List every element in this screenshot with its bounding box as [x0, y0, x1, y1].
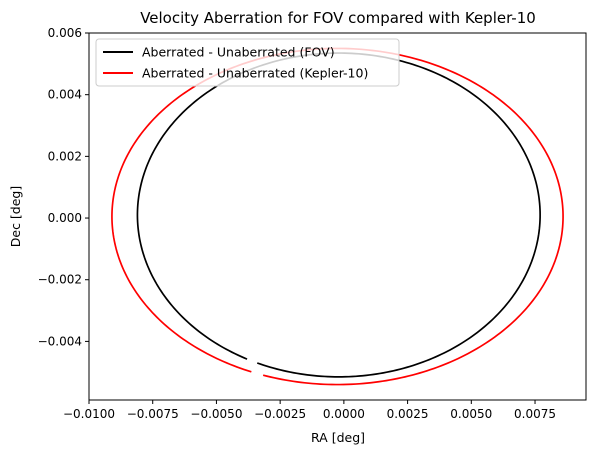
series-layer	[111, 47, 564, 386]
x-tick-label: 0.0000	[323, 407, 365, 421]
legend-label-fov: Aberrated - Unaberrated (FOV)	[142, 45, 335, 60]
x-tick-label: 0.0075	[514, 407, 556, 421]
y-tick-label: 0.000	[48, 211, 82, 225]
x-tick-label: −0.0050	[190, 407, 242, 421]
series-line-fov	[136, 52, 541, 378]
y-tick-label: −0.002	[38, 273, 82, 287]
legend-box	[95, 38, 400, 87]
x-axis: −0.0100 −0.0075 −0.0050 −0.0025 0.0000 0.0025…	[63, 400, 556, 421]
x-tick-label: −0.0025	[254, 407, 306, 421]
y-tick-label: 0.006	[48, 26, 82, 40]
plot-area	[89, 33, 586, 400]
y-axis-label: Dec [deg]	[8, 186, 23, 247]
x-tick-label: −0.0100	[63, 407, 115, 421]
y-tick-label: −0.004	[38, 334, 82, 348]
chart-title: Velocity Aberration for FOV compared wit…	[140, 9, 536, 27]
series-line-kepler10	[111, 47, 564, 386]
x-tick-label: 0.0050	[450, 407, 492, 421]
y-tick-label: 0.002	[48, 149, 82, 163]
y-tick-label: 0.004	[48, 88, 82, 102]
x-tick-label: −0.0075	[127, 407, 179, 421]
x-tick-label: 0.0025	[387, 407, 429, 421]
plot-frame	[88, 32, 587, 401]
legend-label-kepler10: Aberrated - Unaberrated (Kepler-10)	[142, 66, 368, 81]
y-axis: −0.004 −0.002 0.000 0.002 0.004 0.006	[38, 26, 89, 348]
x-axis-label: RA [deg]	[311, 430, 365, 445]
legend: Aberrated - Unaberrated (FOV) Aberrated …	[95, 38, 400, 87]
